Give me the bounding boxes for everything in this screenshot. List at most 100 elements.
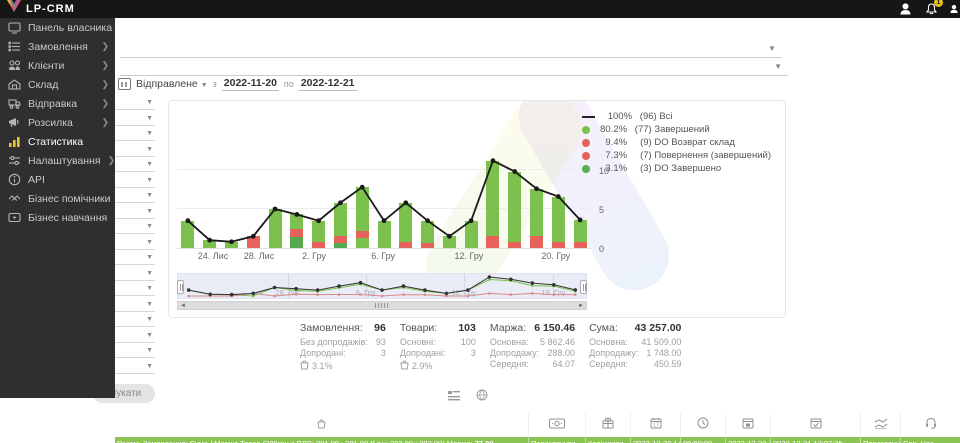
bar-13[interactable] bbox=[464, 220, 478, 248]
bar-4[interactable] bbox=[268, 209, 282, 248]
filter-select-9[interactable]: ▼ bbox=[96, 222, 155, 234]
scroll-left-icon[interactable]: ◄ bbox=[180, 302, 186, 309]
legend-label: 3.1% (3) DO Завершено bbox=[605, 163, 722, 174]
user-icon[interactable] bbox=[898, 2, 912, 16]
filter-select-17[interactable]: ▼ bbox=[96, 346, 155, 358]
filter-select-15[interactable]: ▼ bbox=[96, 315, 155, 327]
list-view-icon[interactable] bbox=[448, 388, 460, 406]
navigator-label: 12. Гру bbox=[451, 288, 476, 297]
legend-dot-swatch bbox=[582, 125, 591, 134]
navigator-left-handle[interactable] bbox=[177, 280, 184, 294]
filter-select-18[interactable]: ▼ bbox=[96, 362, 155, 374]
y-tick-label: 0 bbox=[599, 244, 605, 254]
table-header-cell[interactable] bbox=[770, 413, 860, 437]
bar-15[interactable] bbox=[508, 171, 522, 248]
view-toggles bbox=[448, 388, 488, 406]
navigator-gridline bbox=[288, 274, 290, 298]
legend-item-3[interactable]: 7.3% (7) Повернення (завершений) bbox=[582, 149, 771, 162]
table-header-cell[interactable] bbox=[585, 413, 630, 437]
bar-12[interactable] bbox=[442, 236, 456, 248]
table-header-cell[interactable] bbox=[115, 413, 528, 437]
filter-select-13[interactable]: ▼ bbox=[96, 284, 155, 296]
table-header-cell[interactable] bbox=[900, 413, 960, 437]
bar-5[interactable] bbox=[290, 214, 304, 248]
legend-label: 7.3% (7) Повернення (завершений) bbox=[605, 150, 771, 161]
bar-0[interactable] bbox=[181, 220, 195, 248]
bar-segment-r bbox=[399, 241, 413, 248]
date-from-input[interactable]: 2022-11-20 bbox=[221, 77, 279, 91]
bell-icon[interactable]: 1 bbox=[924, 0, 943, 16]
legend-item-4[interactable]: 3.1% (3) DO Завершено bbox=[582, 162, 771, 175]
filter-select-12[interactable]: ▼ bbox=[96, 269, 155, 281]
filter-select-4[interactable]: ▼ bbox=[96, 145, 155, 157]
filter-select-1[interactable]: ▼ bbox=[96, 98, 155, 110]
filter-select-8[interactable]: ▼ bbox=[96, 207, 155, 219]
top-bar: LP-CRM 1 bbox=[0, 0, 960, 18]
bar-6[interactable] bbox=[312, 220, 326, 248]
range-navigator[interactable]: 28. Лис 6. Гру 12. Гру 19. Гру bbox=[177, 273, 587, 299]
filter-select-3[interactable]: ▼ bbox=[96, 129, 155, 141]
chart-plot-area[interactable] bbox=[177, 141, 591, 249]
sidebar-item-0[interactable]: Панель власника bbox=[0, 18, 115, 37]
bar-7[interactable] bbox=[333, 202, 347, 248]
filter-select-14[interactable]: ▼ bbox=[96, 300, 155, 312]
table-header-cell[interactable]: 17 bbox=[630, 413, 680, 437]
sidebar-item-9[interactable]: Бізнес помічники bbox=[0, 189, 115, 208]
sidebar-item-2[interactable]: Клієнти ❯ bbox=[0, 56, 115, 75]
sidebar-item-7[interactable]: Налаштування ❯ bbox=[0, 151, 115, 170]
navigator-scrollbar[interactable]: ◄ ► bbox=[177, 301, 587, 310]
x-tick-label: 24. Лис bbox=[197, 251, 229, 261]
filter-select-11[interactable]: ▼ bbox=[96, 253, 155, 265]
legend-item-2[interactable]: 9.4% (9) DO Возврат склад bbox=[582, 136, 771, 149]
filter-select-10[interactable]: ▼ bbox=[96, 238, 155, 250]
chart-legend: 100% (96) Всі 80.2% (77) Завершений 9.4% (… bbox=[582, 110, 771, 175]
bar-11[interactable] bbox=[421, 220, 435, 248]
chart-panel: 100% (96) Всі 80.2% (77) Завершений 9.4% (… bbox=[168, 100, 786, 318]
bar-10[interactable] bbox=[399, 202, 413, 248]
user-partial-icon[interactable] bbox=[950, 2, 958, 16]
bar-2[interactable] bbox=[224, 241, 238, 248]
sidebar-item-label: Відправка bbox=[28, 97, 78, 110]
bar-1[interactable] bbox=[203, 240, 217, 248]
bar-18[interactable] bbox=[573, 219, 587, 248]
totals-margin-value: 77.00 bbox=[474, 438, 494, 443]
date-field-selector[interactable]: Відправлене ▼ bbox=[136, 78, 208, 90]
sidebar-item-3[interactable]: Склад ❯ bbox=[0, 75, 115, 94]
filter-select-5[interactable]: ▼ bbox=[96, 160, 155, 172]
sidebar-item-1[interactable]: Замовлення ❯ bbox=[0, 37, 115, 56]
sidebar-item-8[interactable]: API bbox=[0, 170, 115, 189]
bar-3[interactable] bbox=[246, 236, 260, 248]
table-header-cell[interactable] bbox=[680, 413, 725, 437]
filter-select-16[interactable]: ▼ bbox=[96, 331, 155, 343]
scroll-right-icon[interactable]: ► bbox=[578, 302, 584, 309]
filter-select-top-2[interactable]: ▼ bbox=[120, 60, 788, 76]
bar-17[interactable] bbox=[551, 196, 565, 248]
date-to-input[interactable]: 2022-12-21 bbox=[298, 77, 357, 91]
chevron-down-icon: ▼ bbox=[146, 207, 153, 215]
table-header-cell[interactable] bbox=[528, 413, 585, 437]
logo[interactable]: LP-CRM bbox=[0, 0, 75, 18]
bar-9[interactable] bbox=[377, 220, 391, 248]
globe-icon[interactable] bbox=[476, 388, 488, 406]
table-header-cell[interactable] bbox=[860, 413, 900, 437]
sidebar-item-6[interactable]: Статистика bbox=[0, 132, 115, 151]
scrollbar-grip[interactable] bbox=[375, 303, 389, 308]
bag-icon bbox=[400, 360, 409, 372]
legend-item-1[interactable]: 80.2% (77) Завершений bbox=[582, 123, 771, 136]
bar-14[interactable] bbox=[486, 160, 500, 248]
bar-8[interactable] bbox=[355, 187, 369, 248]
table-header-cell[interactable] bbox=[725, 413, 770, 437]
sidebar-item-10[interactable]: Бізнес навчання bbox=[0, 208, 115, 227]
filter-select-top-1[interactable]: ▼ bbox=[120, 42, 782, 58]
filter-select-7[interactable]: ▼ bbox=[96, 191, 155, 203]
calendar-icon[interactable] bbox=[118, 78, 131, 90]
filter-select-2[interactable]: ▼ bbox=[96, 114, 155, 126]
navigator-right-handle[interactable] bbox=[580, 280, 587, 294]
sidebar-item-4[interactable]: Відправка ❯ bbox=[0, 94, 115, 113]
chevron-down-icon: ▼ bbox=[768, 44, 776, 53]
bar-16[interactable] bbox=[530, 188, 544, 248]
legend-item-0[interactable]: 100% (96) Всі bbox=[582, 110, 771, 123]
sidebar-item-5[interactable]: Розсилка ❯ bbox=[0, 113, 115, 132]
stat-row-value: 93 bbox=[375, 337, 386, 347]
filter-select-6[interactable]: ▼ bbox=[96, 176, 155, 188]
